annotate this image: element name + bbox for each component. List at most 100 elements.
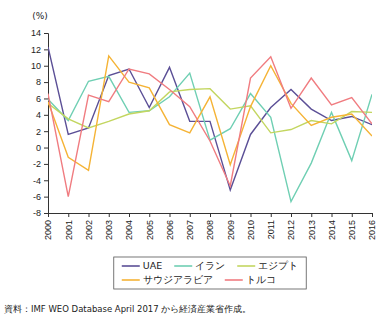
x-tick-label: 2009 bbox=[226, 220, 236, 240]
x-tick-label: 2010 bbox=[246, 220, 256, 240]
x-tick-mark bbox=[251, 213, 252, 217]
y-tick-label: 12 bbox=[31, 45, 41, 55]
series-line bbox=[48, 47, 372, 190]
x-tick: 2008 bbox=[205, 213, 215, 240]
y-tick-mark bbox=[44, 98, 48, 99]
x-tick-label: 2008 bbox=[205, 220, 215, 240]
y-tick-label: 14 bbox=[31, 28, 41, 38]
legend-swatch bbox=[122, 265, 140, 267]
y-tick: 12 bbox=[31, 45, 48, 55]
x-tick-mark bbox=[149, 213, 150, 217]
x-tick-label: 2014 bbox=[327, 220, 337, 240]
y-axis-title: (%) bbox=[32, 11, 48, 21]
y-tick-mark bbox=[44, 148, 48, 149]
y-tick-label: -4 bbox=[33, 176, 41, 186]
y-tick: 10 bbox=[31, 61, 48, 71]
legend-item: トルコ bbox=[225, 274, 276, 285]
y-axis-line bbox=[44, 34, 49, 214]
x-tick: 2005 bbox=[145, 213, 155, 240]
legend-label: UAE bbox=[143, 260, 162, 271]
legend-label: サウジアラビア bbox=[143, 274, 213, 285]
legend-label: トルコ bbox=[246, 274, 276, 285]
chart-svg: -8-6-4-202468101214200020012002200320042… bbox=[0, 0, 391, 317]
x-tick: 2016 bbox=[367, 213, 377, 240]
y-tick-label: 10 bbox=[31, 61, 41, 71]
x-tick: 2007 bbox=[185, 213, 195, 240]
y-tick-label: 6 bbox=[36, 94, 41, 104]
y-tick-label: -6 bbox=[33, 192, 41, 202]
y-tick: 14 bbox=[31, 28, 48, 38]
y-tick-mark bbox=[44, 180, 48, 181]
y-tick-mark bbox=[44, 131, 48, 132]
x-tick-mark bbox=[109, 213, 110, 217]
x-tick-mark bbox=[170, 213, 171, 217]
y-tick-mark bbox=[44, 115, 48, 116]
y-tick-mark bbox=[44, 66, 48, 67]
x-tick-label: 2013 bbox=[307, 220, 317, 240]
y-tick-mark bbox=[44, 197, 48, 198]
y-tick-mark bbox=[44, 82, 48, 83]
y-tick: -8 bbox=[33, 208, 48, 218]
x-axis: 2000 2001 2002 2003 2004 2005 2006 2007 2008 2009… bbox=[43, 213, 377, 240]
legend: UAE イラン エジプトサウジアラビア トルコ bbox=[114, 257, 306, 289]
x-tick-mark bbox=[210, 213, 211, 217]
x-axis-line bbox=[49, 214, 373, 218]
legend-swatch bbox=[225, 279, 243, 281]
y-tick-label: 8 bbox=[36, 77, 41, 87]
x-tick-label: 2004 bbox=[124, 220, 134, 240]
legend-label: エジプト bbox=[258, 260, 298, 271]
x-tick-label: 2001 bbox=[64, 220, 74, 240]
x-tick-mark bbox=[129, 213, 130, 217]
x-tick: 2009 bbox=[226, 213, 236, 240]
legend-item: イラン bbox=[174, 260, 225, 271]
x-tick-mark bbox=[352, 213, 353, 217]
y-tick: -4 bbox=[33, 176, 48, 186]
y-tick-label: 0 bbox=[36, 143, 41, 153]
legend-item: エジプト bbox=[237, 260, 298, 271]
y-tick: 4 bbox=[36, 110, 48, 120]
x-tick-label: 2005 bbox=[145, 220, 155, 240]
x-tick-label: 2015 bbox=[347, 220, 357, 240]
x-tick-label: 2000 bbox=[43, 220, 53, 240]
x-tick-mark bbox=[89, 213, 90, 217]
legend-label: イラン bbox=[195, 260, 225, 271]
x-tick: 2001 bbox=[64, 213, 74, 240]
x-tick: 2012 bbox=[286, 213, 296, 240]
x-tick: 2006 bbox=[165, 213, 175, 240]
x-tick: 2014 bbox=[327, 213, 337, 240]
y-tick-label: 4 bbox=[36, 110, 41, 120]
legend-item: サウジアラビア bbox=[122, 274, 213, 285]
x-tick-mark bbox=[291, 213, 292, 217]
plot: -8-6-4-202468101214200020012002200320042… bbox=[31, 28, 377, 240]
x-tick-label: 2016 bbox=[367, 220, 377, 240]
y-tick: 6 bbox=[36, 94, 48, 104]
series-lines bbox=[48, 47, 372, 202]
y-tick-label: -2 bbox=[33, 159, 41, 169]
y-tick-label: 2 bbox=[36, 127, 41, 137]
x-tick: 2011 bbox=[266, 213, 276, 239]
y-tick-mark bbox=[44, 213, 48, 214]
legend-swatch bbox=[237, 265, 255, 267]
x-tick-label: 2011 bbox=[266, 220, 276, 239]
legend-box bbox=[114, 257, 306, 289]
series-line bbox=[48, 56, 372, 171]
y-tick-label: -8 bbox=[33, 208, 41, 218]
legend-swatch bbox=[174, 265, 192, 267]
y-tick-mark bbox=[44, 49, 48, 50]
x-tick-label: 2003 bbox=[104, 220, 114, 240]
y-tick: 2 bbox=[36, 127, 48, 137]
y-tick: 8 bbox=[36, 77, 48, 87]
x-tick: 2003 bbox=[104, 213, 114, 240]
chart-container: -8-6-4-202468101214200020012002200320042… bbox=[0, 0, 391, 317]
legend-item: UAE bbox=[122, 260, 162, 271]
y-tick: 0 bbox=[36, 143, 48, 153]
x-tick-mark bbox=[332, 213, 333, 217]
x-tick: 2015 bbox=[347, 213, 357, 240]
x-tick-label: 2006 bbox=[165, 220, 175, 240]
x-tick-mark bbox=[230, 213, 231, 217]
x-tick-label: 2002 bbox=[84, 220, 94, 240]
x-tick-mark bbox=[68, 213, 69, 217]
x-tick: 2013 bbox=[307, 213, 317, 240]
x-tick: 2002 bbox=[84, 213, 94, 240]
legend-swatch bbox=[122, 279, 140, 281]
